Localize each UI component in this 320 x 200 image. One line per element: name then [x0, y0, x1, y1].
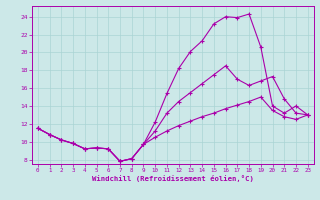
X-axis label: Windchill (Refroidissement éolien,°C): Windchill (Refroidissement éolien,°C)	[92, 175, 254, 182]
